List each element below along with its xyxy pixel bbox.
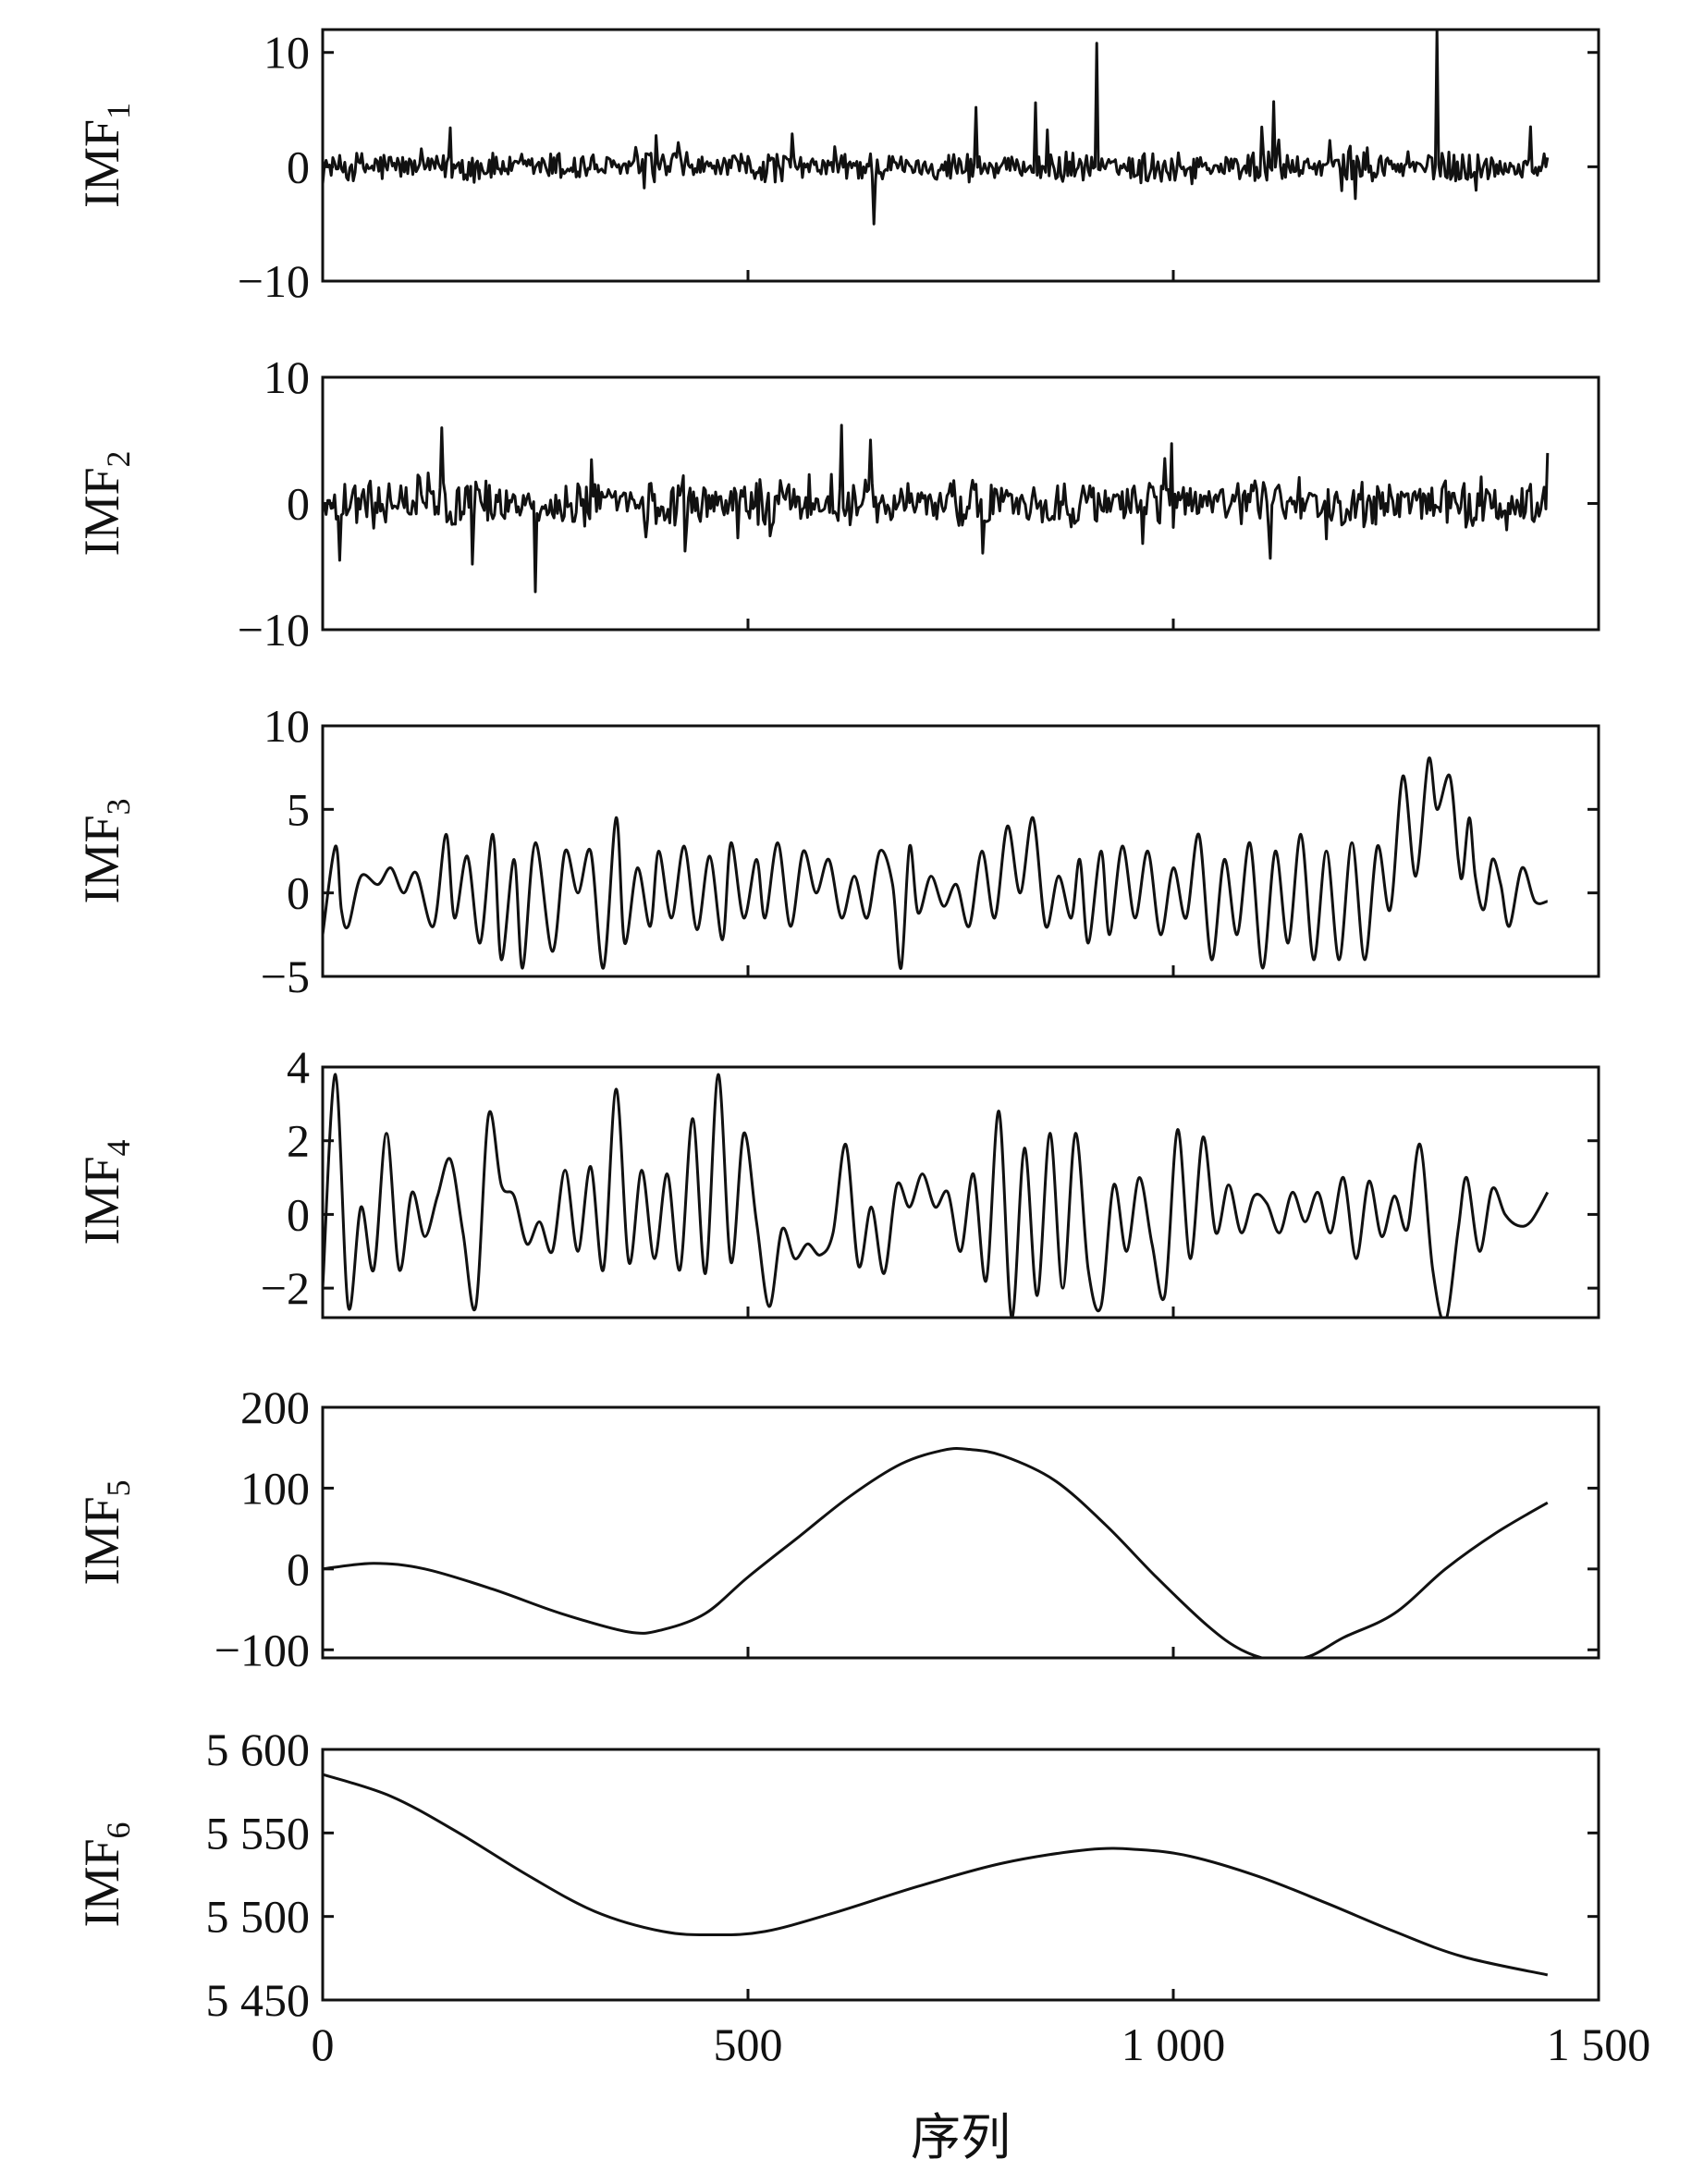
y-axis-label: IMF3 [74,798,137,903]
plot-frame [321,28,1600,283]
y-axis-label-subscript: 3 [100,798,137,815]
subplot-stack: 100−10IMF1100−10IMF21050−5IMF3420−2IMF42… [74,27,1600,2026]
y-axis-label-main: IMF [74,1838,129,1927]
y-axis-label-main: IMF [74,1156,129,1245]
y-tick-label: 0 [287,141,310,192]
y-tick-label: 2 [287,1115,310,1167]
y-tick-label: 5 550 [206,1807,311,1859]
y-tick-label: 10 [264,351,310,403]
plot-frame [321,1405,1600,1660]
y-tick-label: −100 [215,1624,310,1675]
y-axis-label-main: IMF [74,815,129,903]
y-tick-label: 5 500 [206,1891,311,1943]
y-tick-label: 100 [240,1462,310,1514]
x-tick-label: 1 500 [1547,2018,1651,2070]
y-axis-label-subscript: 2 [100,450,137,467]
y-axis-label: IMF5 [74,1479,137,1585]
y-axis-label-subscript: 5 [100,1479,137,1496]
y-tick-label: 4 [287,1041,310,1093]
y-tick-label: 0 [287,1188,310,1240]
subplot-imf5: 200 100 0 −100 IMF5 [74,1381,1600,1675]
series-line-imf4 [323,1073,1550,1318]
series-line-imf6 [323,1773,1549,1977]
subplot-imf2: 10 0 −10 IMF2 [74,351,1600,656]
x-axis-title: 序列 [911,2110,1011,2166]
series-line-imf2 [323,423,1550,594]
x-tick-label: 0 [312,2018,335,2070]
subplot-imf6: 5 600 5 550 5 500 5 450 IMF6 [74,1724,1600,2026]
series-line-imf1 [323,30,1550,226]
y-tick-label: −5 [261,951,310,1002]
y-tick-label: 10 [264,27,310,79]
y-axis-label: IMF6 [74,1822,137,1927]
y-tick-label: 0 [287,478,310,530]
y-tick-label: 200 [240,1381,310,1433]
plot-frame [321,1748,1600,2002]
subplot-imf1: 10 0 −10 IMF1 [74,27,1600,307]
y-axis-label-main: IMF [74,467,129,556]
y-axis-label-main: IMF [74,1496,129,1585]
y-axis-label-main: IMF [74,119,129,208]
y-axis-label-subscript: 1 [100,103,137,119]
plot-frame [321,724,1600,978]
y-axis-label-subscript: 4 [100,1139,137,1156]
y-axis-label: IMF1 [74,103,137,208]
x-tick-label: 1 000 [1122,2018,1226,2070]
y-tick-label: 0 [287,1543,310,1595]
y-tick-label: 10 [264,700,310,752]
subplot-imf3: 10 5 0 −5 IMF3 [74,700,1600,1002]
y-tick-label: −10 [238,255,310,307]
y-axis-label: IMF4 [74,1139,137,1245]
series-line-imf3 [323,756,1549,970]
y-tick-label: 5 450 [206,1974,311,2026]
y-axis-label: IMF2 [74,450,137,556]
y-tick-label: 5 [287,783,310,835]
y-tick-label: 0 [287,867,310,919]
y-axis-label-subscript: 6 [100,1822,137,1838]
y-tick-label: −2 [261,1262,310,1314]
x-tick-label: 500 [714,2018,783,2070]
plot-frame [321,1065,1600,1319]
y-tick-label: −10 [238,604,310,656]
series-line-imf5 [323,1447,1549,1658]
x-axis: 0 500 1 000 1 500 [312,2018,1651,2070]
y-tick-label: 5 600 [206,1724,311,1775]
